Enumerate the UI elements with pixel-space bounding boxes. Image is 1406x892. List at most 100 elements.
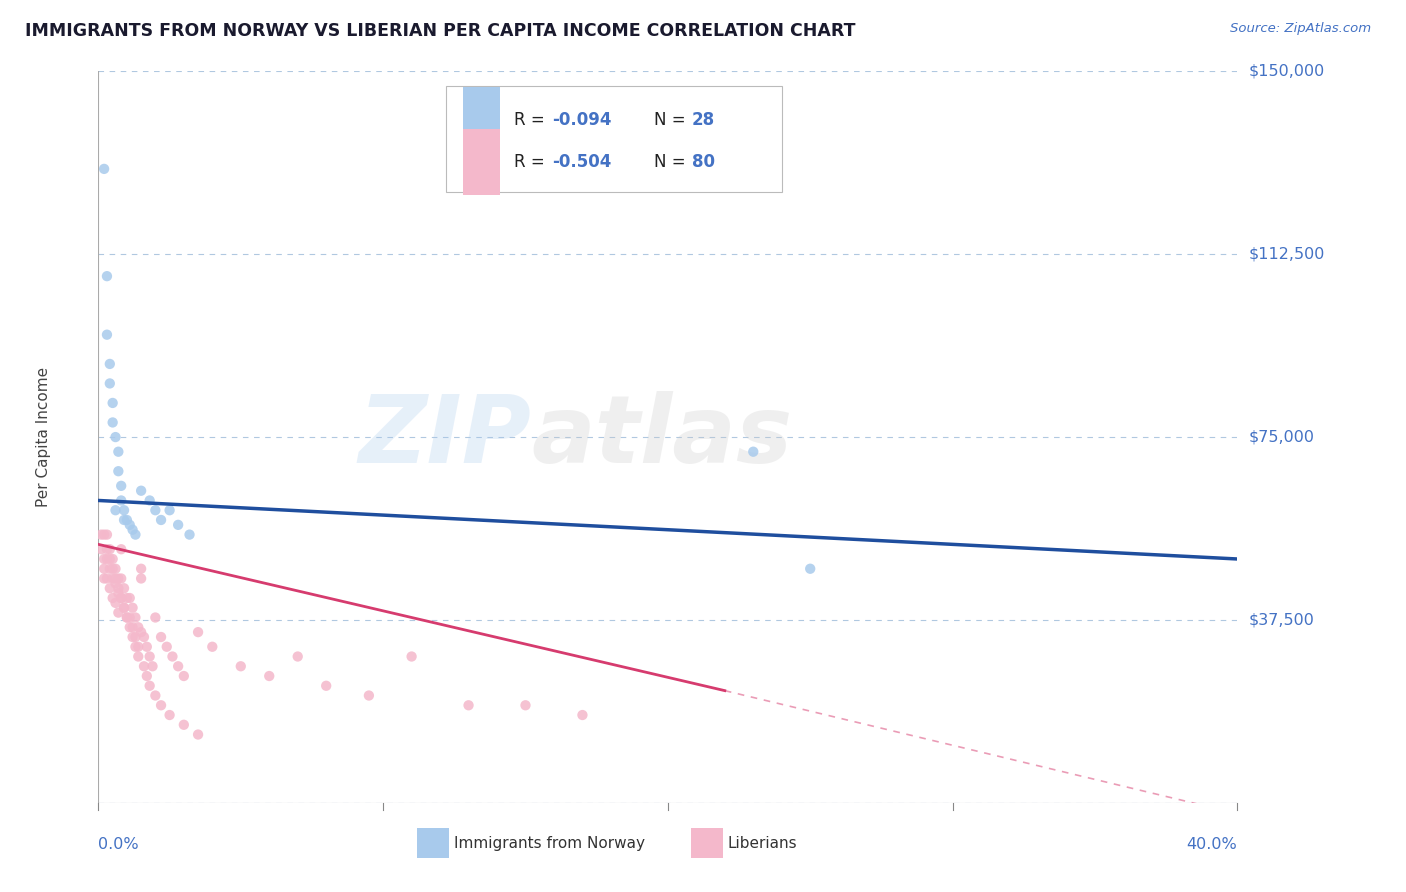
Point [98,552,121,566]
Point [101,562,124,576]
Point [107,464,129,478]
Text: -0.094: -0.094 [551,111,612,129]
Point [129,562,152,576]
Point [104,576,127,591]
Point [357,689,380,703]
Point [124,640,146,654]
Text: 40.0%: 40.0% [1187,837,1237,852]
Point [124,630,146,644]
Point [112,581,135,595]
Point [93,552,115,566]
Point [93,527,115,541]
Point [127,620,149,634]
Point [129,483,152,498]
Point [156,640,179,654]
Point [138,649,160,664]
FancyBboxPatch shape [446,86,782,192]
Text: 0.0%: 0.0% [98,837,139,852]
Bar [463,87,501,153]
Point [141,659,163,673]
Point [107,586,129,600]
Point [104,572,127,586]
Point [118,620,141,634]
Point [104,596,127,610]
Point [110,542,132,557]
Point [101,591,124,605]
Point [201,640,224,654]
Point [145,503,167,517]
Text: Source: ZipAtlas.com: Source: ZipAtlas.com [1230,22,1371,36]
Point [115,591,138,605]
Point [121,523,143,537]
Point [167,517,190,532]
Point [107,572,129,586]
Point [571,708,593,723]
Text: $150,000: $150,000 [1249,64,1324,78]
Point [112,503,135,517]
Point [93,562,115,576]
Point [112,600,135,615]
Point [104,503,127,517]
Text: N =: N = [654,111,692,129]
Point [145,610,167,624]
Point [98,542,121,557]
Bar [418,829,449,858]
Text: N =: N = [654,153,692,171]
Point [110,591,132,605]
Point [101,396,124,410]
Point [315,679,337,693]
Point [104,562,127,576]
Text: R =: R = [515,111,550,129]
Point [112,600,135,615]
Point [129,572,152,586]
Text: 28: 28 [692,111,714,129]
Point [515,698,537,713]
Point [124,610,146,624]
Point [96,527,118,541]
Point [457,698,479,713]
Point [96,572,118,586]
Point [229,659,252,673]
Point [287,649,309,664]
Point [127,640,149,654]
Point [401,649,423,664]
Text: Immigrants from Norway: Immigrants from Norway [454,836,645,851]
Point [101,416,124,430]
Point [110,493,132,508]
Point [150,698,173,713]
Point [98,376,121,391]
Point [98,357,121,371]
Point [135,669,157,683]
Point [112,513,135,527]
Point [173,669,195,683]
Point [110,591,132,605]
Text: IMMIGRANTS FROM NORWAY VS LIBERIAN PER CAPITA INCOME CORRELATION CHART: IMMIGRANTS FROM NORWAY VS LIBERIAN PER C… [25,22,856,40]
Point [93,572,115,586]
Point [138,679,160,693]
Point [159,503,181,517]
Point [118,591,141,605]
Point [187,625,209,640]
Point [135,640,157,654]
Point [187,727,209,741]
Point [96,552,118,566]
Point [150,513,173,527]
Text: ZIP: ZIP [359,391,531,483]
Point [132,659,155,673]
Point [110,572,132,586]
Point [115,610,138,624]
Point [129,625,152,640]
Point [162,649,184,664]
Point [96,542,118,557]
Point [121,600,143,615]
Point [127,649,149,664]
Text: $37,500: $37,500 [1249,613,1315,627]
Point [159,708,181,723]
Point [107,606,129,620]
Point [173,718,195,732]
Point [799,562,821,576]
Point [138,493,160,508]
Point [110,479,132,493]
Point [101,552,124,566]
Point [107,581,129,595]
